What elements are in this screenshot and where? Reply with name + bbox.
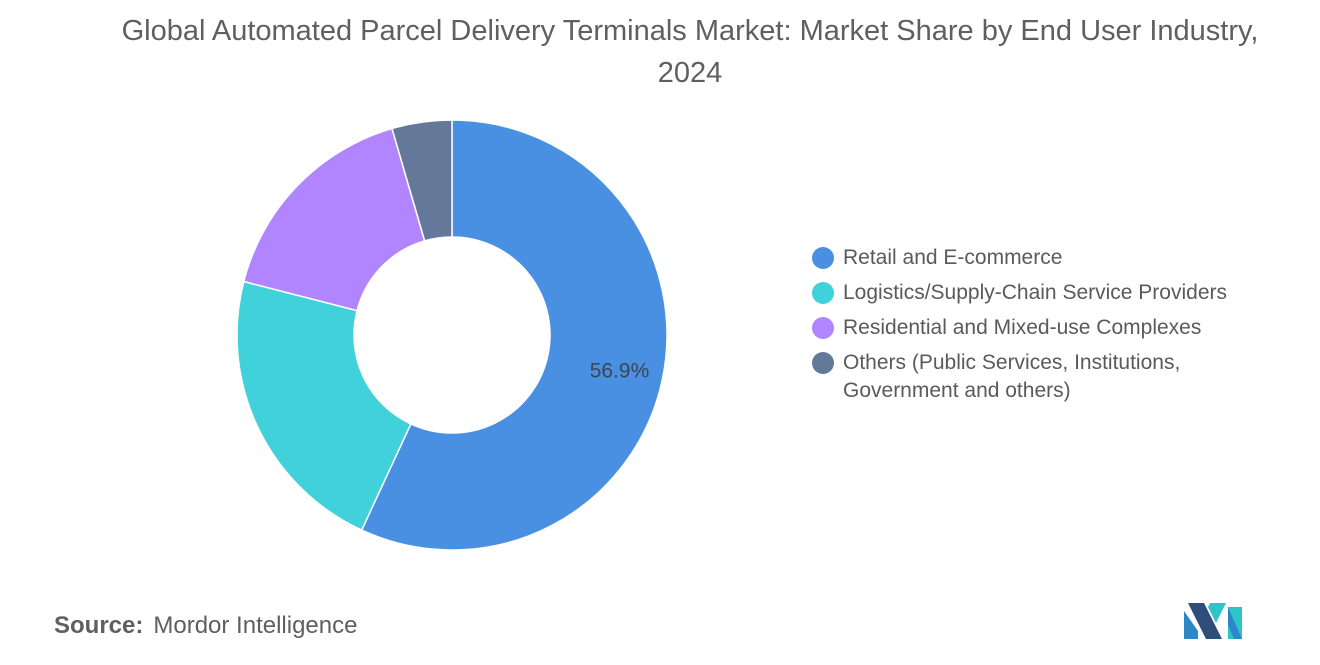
- legend-item-retail: Retail and E-commerce: [812, 244, 1292, 272]
- donut-slice-residential: [242, 127, 426, 312]
- source-value: Mordor Intelligence: [153, 612, 358, 639]
- donut-slice-others: [391, 119, 453, 242]
- data-label-retail: 56.9%: [590, 359, 650, 382]
- legend-swatch-retail: [812, 247, 834, 269]
- legend-label-others: Others (Public Services, Institutions, G…: [843, 351, 1181, 402]
- legend-label-retail: Retail and E-commerce: [843, 246, 1063, 269]
- legend-swatch-others: [812, 352, 834, 374]
- mordor-intelligence-logo-icon: [1184, 603, 1242, 639]
- donut-slice-logistics: [236, 280, 412, 532]
- legend-swatch-residential: [812, 317, 834, 339]
- legend-swatch-logistics: [812, 282, 834, 304]
- chart-title: Global Automated Parcel Delivery Termina…: [121, 15, 1259, 89]
- legend-label-residential: Residential and Mixed-use Complexes: [843, 316, 1202, 339]
- source-label: Source:: [54, 612, 144, 639]
- legend-item-logistics: Logistics/Supply-Chain Service Providers: [812, 279, 1292, 307]
- legend-item-others: Others (Public Services, Institutions, G…: [812, 349, 1292, 405]
- legend-label-logistics: Logistics/Supply-Chain Service Providers: [843, 281, 1227, 304]
- legend-item-residential: Residential and Mixed-use Complexes: [812, 314, 1292, 342]
- source-line: Source: Mordor Intelligence: [54, 612, 357, 640]
- donut-slice-retail: [360, 119, 668, 551]
- chart-legend: Retail and E-commerce Logistics/Supply-C…: [812, 244, 1292, 412]
